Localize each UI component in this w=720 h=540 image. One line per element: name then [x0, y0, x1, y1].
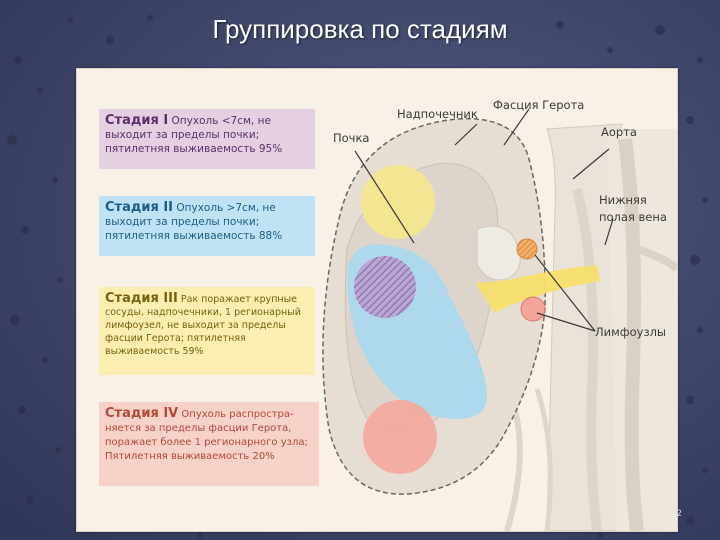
stage-iv-text: Опухоль распростра-няется за пределы фас…: [105, 409, 308, 462]
stage-i-tumor-icon: [361, 165, 435, 239]
label-ivc-line2: полая вена: [599, 210, 667, 224]
stage-i-hatched-tumor-icon: [354, 256, 416, 318]
stage-i-name: Стадия I: [105, 113, 169, 128]
label-adrenal: Надпочечник: [397, 107, 478, 121]
staging-diagram: Стадия I Опухоль <7см, не выходит за пре…: [76, 68, 678, 532]
stage-iv-box: Стадия IV Опухоль распростра-няется за п…: [99, 402, 319, 486]
stage-iii-name: Стадия III: [105, 291, 178, 306]
label-ivc-line1: Нижняя: [599, 193, 647, 207]
stage-ii-text: Опухоль >7см, не выходит за пределы почк…: [105, 202, 283, 242]
label-gerota-fascia: Фасция Герота: [493, 98, 585, 112]
stage-iii-text: Рак поражает крупные сосуды, надпочечник…: [105, 294, 301, 357]
page-number: 2: [676, 509, 682, 519]
stage-ii-name: Стадия II: [105, 200, 174, 215]
stage-i-text: Опухоль <7см, не выходит за пределы почк…: [105, 115, 283, 155]
lymph-node-upper-icon: [516, 238, 538, 260]
stage-ii-box: Стадия II Опухоль >7см, не выходит за пр…: [99, 196, 315, 256]
stage-iii-box: Стадия III Рак поражает крупные сосуды, …: [99, 287, 315, 375]
slide-title: Группировка по стадиям: [212, 14, 508, 44]
stage-i-box: Стадия I Опухоль <7см, не выходит за пре…: [99, 109, 315, 169]
lymph-node-lower-icon: [520, 296, 546, 322]
label-kidney: Почка: [333, 131, 370, 145]
kidney-anatomy-illustration: [322, 108, 677, 531]
label-lymph-nodes: Лимфоузлы: [595, 325, 667, 339]
stage-iv-tumor-icon: [363, 400, 437, 474]
stage-iii-vessel-icon: [475, 265, 600, 313]
stage-iv-name: Стадия IV: [105, 406, 179, 421]
label-aorta: Аорта: [601, 125, 637, 139]
